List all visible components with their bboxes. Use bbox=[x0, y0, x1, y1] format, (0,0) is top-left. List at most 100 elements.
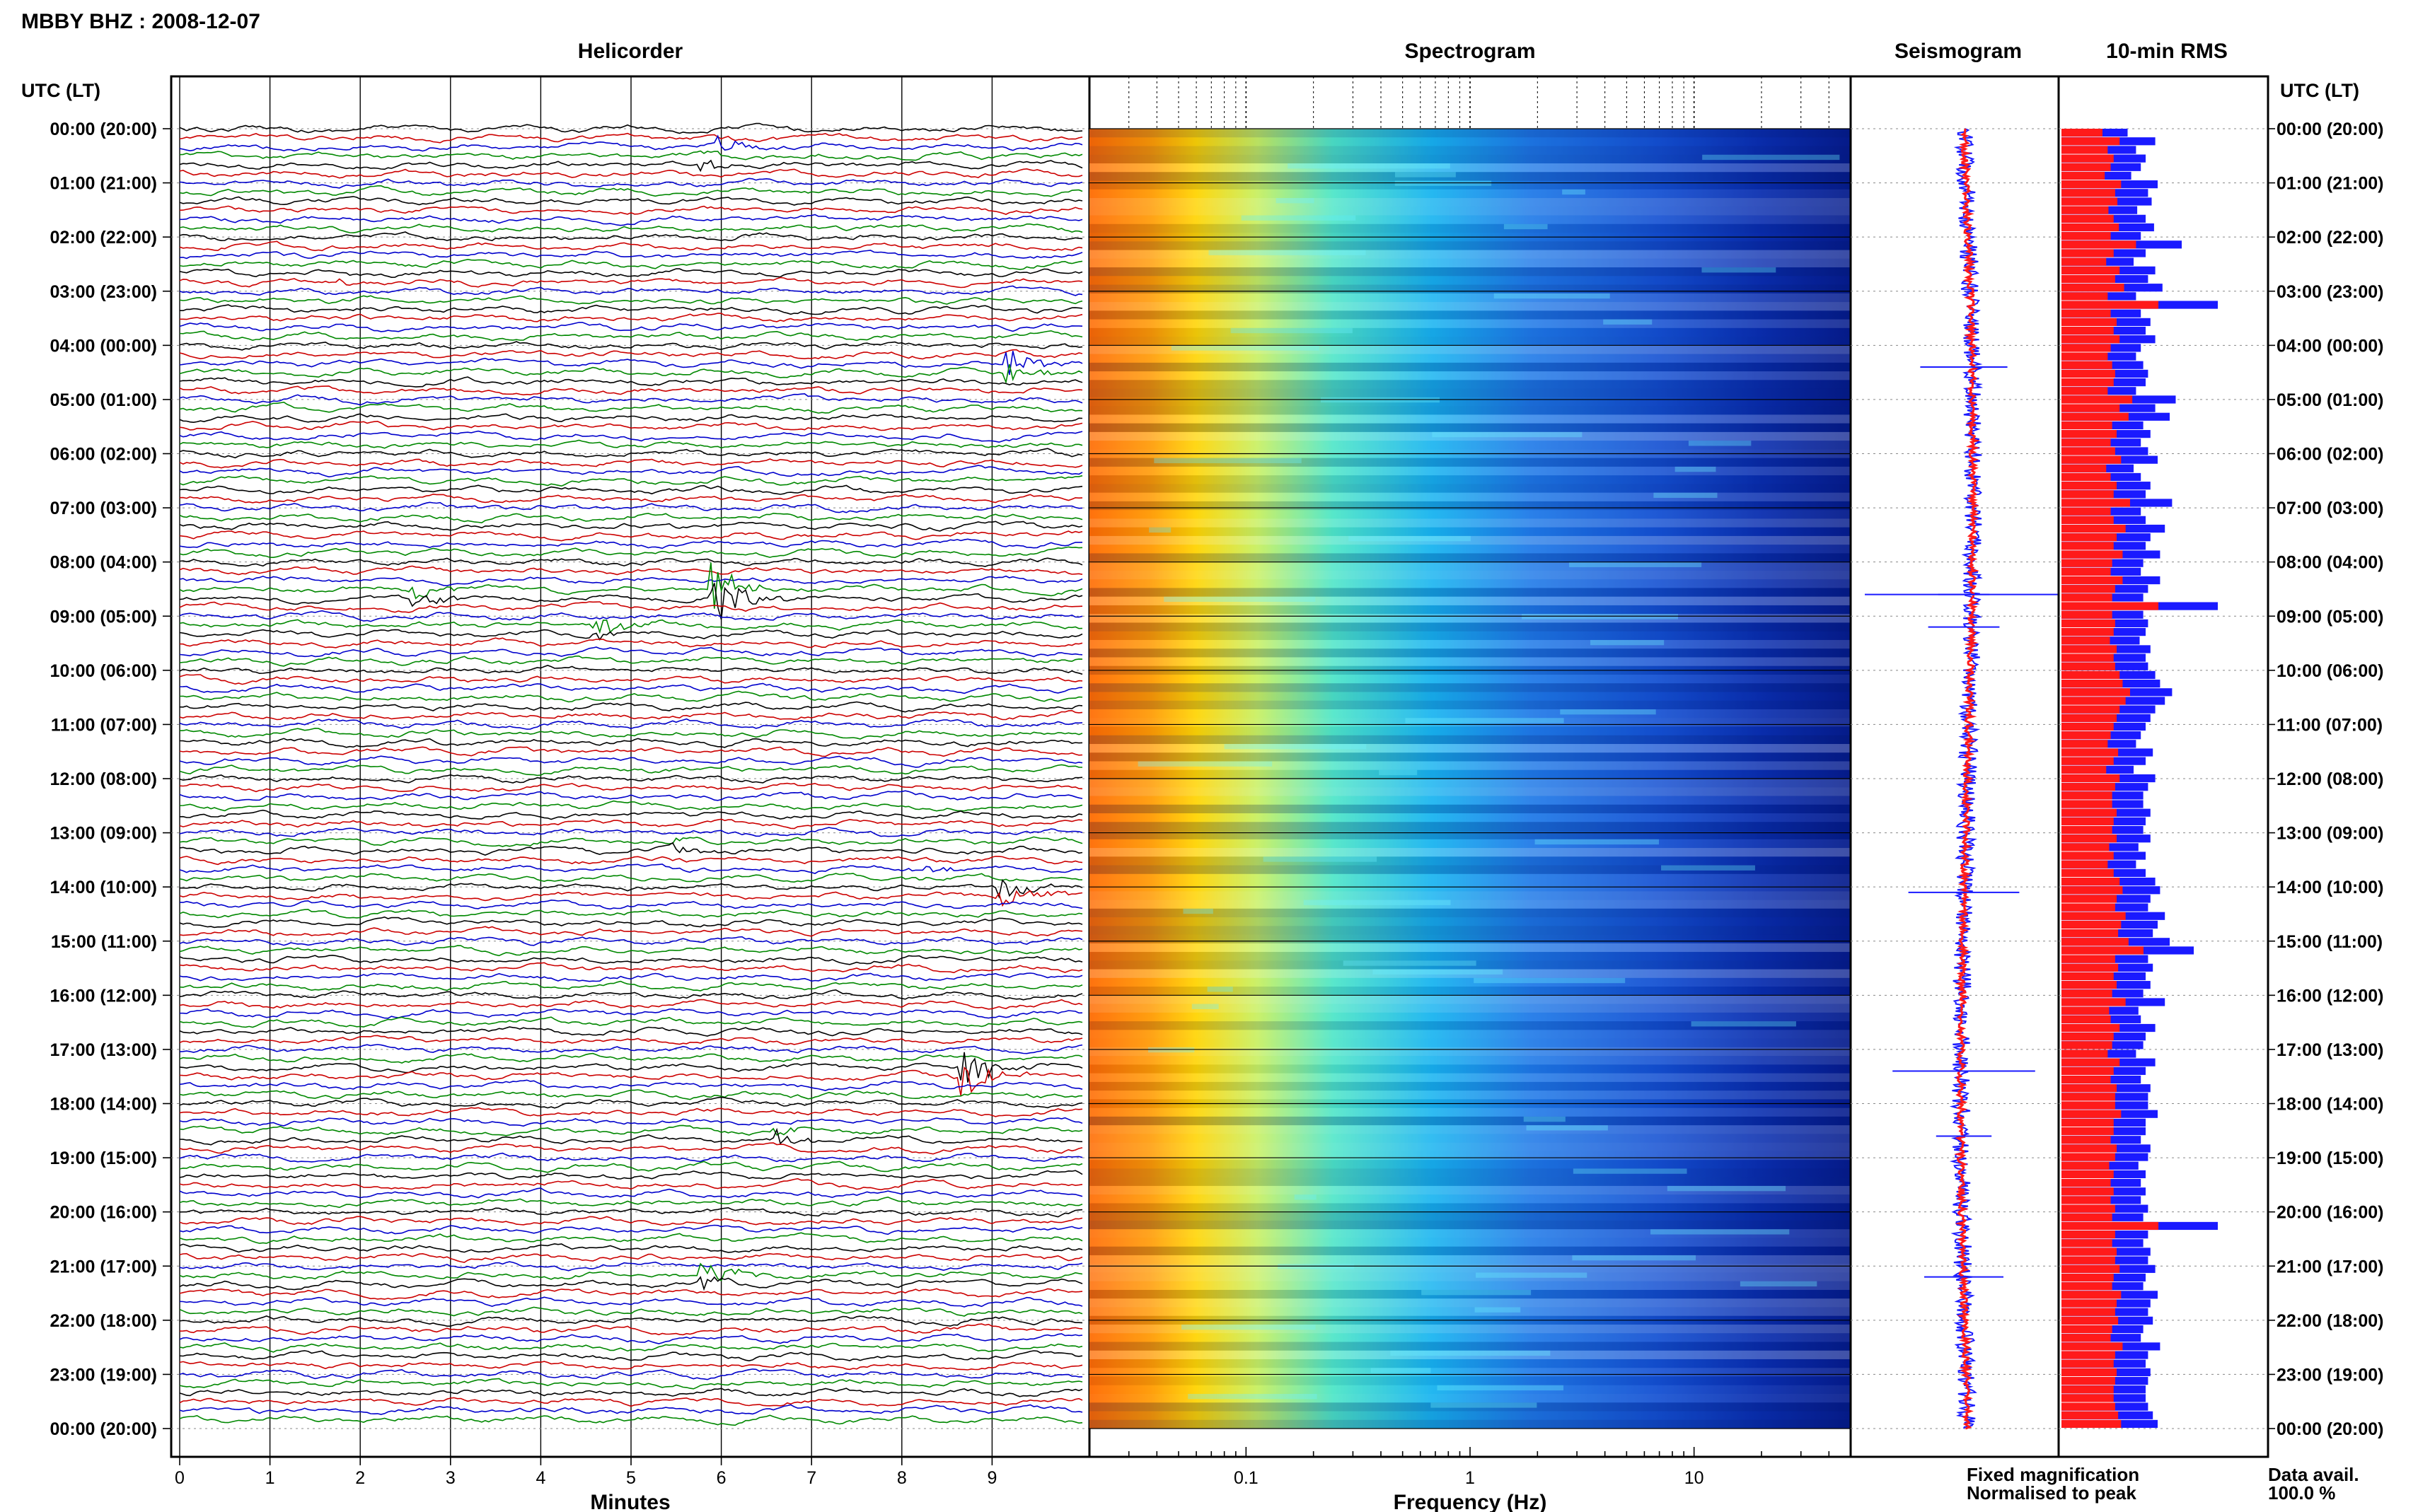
helicorder-trace bbox=[179, 800, 1083, 812]
minutes-tick-label: 1 bbox=[265, 1468, 275, 1488]
spectrogram-row bbox=[1089, 189, 1851, 199]
rms-bar-normalised bbox=[2061, 154, 2114, 163]
spectrogram-row bbox=[1089, 484, 1851, 493]
spectrogram-streak bbox=[1702, 154, 1840, 161]
spectrogram-row bbox=[1089, 1220, 1851, 1230]
helicorder-trace bbox=[179, 738, 1083, 748]
helicorder-trace bbox=[179, 1161, 1083, 1173]
rms-bar-normalised bbox=[2061, 1093, 2115, 1101]
helicorder-trace bbox=[179, 475, 1083, 487]
helicorder-trace bbox=[179, 619, 1083, 634]
time-label-left: 05:00 (01:00) bbox=[50, 390, 157, 410]
spectrogram-row bbox=[1089, 1203, 1851, 1212]
helicorder-trace bbox=[179, 1276, 1083, 1291]
rms-bar-normalised bbox=[2061, 326, 2114, 335]
spectrogram-row bbox=[1089, 1419, 1851, 1429]
rms-bar-normalised bbox=[2061, 636, 2110, 645]
rms-bar-normalised bbox=[2061, 1264, 2120, 1273]
rms-bar-normalised bbox=[2061, 619, 2115, 628]
rms-bar-normalised bbox=[2061, 1325, 2112, 1334]
spectrogram-row bbox=[1089, 873, 1851, 883]
rms-bar-normalised bbox=[2061, 998, 2126, 1006]
spectrogram-row bbox=[1089, 163, 1851, 173]
spectrogram-row bbox=[1089, 1107, 1851, 1117]
helicorder-trace bbox=[179, 330, 1083, 342]
rms-bar-normalised bbox=[2061, 516, 2114, 524]
spectrogram-streak bbox=[1573, 1168, 1687, 1174]
spectrogram-streak bbox=[1674, 466, 1716, 472]
spectrogram-streak bbox=[1230, 327, 1353, 334]
spectrogram-row bbox=[1089, 752, 1851, 762]
helicorder-trace bbox=[179, 727, 1083, 740]
helicorder-trace bbox=[179, 878, 1083, 899]
spectrogram-row bbox=[1089, 657, 1851, 666]
helicorder-trace bbox=[179, 690, 1083, 703]
spectrogram-row bbox=[1089, 423, 1851, 432]
time-labels-left: 00:00 (20:00) 01:00 (21:00) 02:00 (22:00) 0… bbox=[50, 120, 171, 1439]
spectrogram-row bbox=[1089, 726, 1851, 735]
spectrogram-row bbox=[1089, 319, 1851, 328]
rms-bar-normalised bbox=[2061, 791, 2112, 800]
rms-bar-normalised bbox=[2061, 662, 2115, 670]
rms-bar-normalised bbox=[2061, 1419, 2122, 1429]
rms-bar-normalised bbox=[2061, 1204, 2115, 1213]
helicorder-trace bbox=[179, 1187, 1083, 1199]
spectrogram-streak bbox=[1343, 960, 1476, 966]
rms-bar-normalised bbox=[2061, 680, 2123, 688]
rms-bar-normalised bbox=[2061, 688, 2130, 697]
helicorder-trace bbox=[179, 926, 1083, 937]
spectrogram-streak bbox=[1667, 1185, 1786, 1192]
rms-bar-normalised bbox=[2061, 274, 2115, 284]
rms-bar-normalised bbox=[2061, 1161, 2110, 1170]
helicorder-trace bbox=[179, 458, 1083, 469]
rms-bar-normalised bbox=[2061, 129, 2102, 137]
rms-bar-normalised bbox=[2061, 783, 2115, 791]
helicorder-trace bbox=[179, 583, 1083, 620]
helicorder-trace bbox=[179, 1089, 1083, 1100]
rms-bar-normalised bbox=[2061, 1023, 2120, 1033]
spectrogram-row bbox=[1089, 1021, 1851, 1030]
helicorder-trace bbox=[179, 420, 1083, 431]
helicorder-trace bbox=[180, 304, 1083, 315]
helicorder-trace bbox=[179, 1397, 1083, 1407]
time-label-right: 05:00 (01:00) bbox=[2277, 390, 2383, 410]
data-avail-label: Data avail. bbox=[2268, 1464, 2359, 1485]
helicorder-trace bbox=[179, 376, 1083, 388]
helicorder-trace bbox=[179, 962, 1083, 974]
rms-bar-normalised bbox=[2061, 645, 2117, 653]
spectrogram-streak bbox=[1207, 987, 1233, 992]
helicorder-trace bbox=[179, 629, 1083, 641]
time-label-left: 10:00 (06:00) bbox=[50, 661, 157, 681]
spectrogram-row bbox=[1089, 1047, 1851, 1057]
helicorder-trace bbox=[180, 1008, 1083, 1019]
spectrogram-row bbox=[1089, 995, 1851, 1004]
helicorder-trace bbox=[179, 646, 1083, 658]
rms-bar-normalised bbox=[2061, 412, 2129, 421]
helicorder-trace bbox=[179, 134, 1083, 152]
time-label-left: 02:00 (22:00) bbox=[50, 228, 157, 248]
spectrogram-row bbox=[1089, 397, 1851, 407]
rms-bar-normalised bbox=[2061, 378, 2114, 387]
rms-bar-normalised bbox=[2061, 171, 2105, 180]
spectrogram-row bbox=[1089, 1368, 1851, 1377]
helicorder-trace bbox=[179, 1152, 1083, 1163]
rms-bar-normalised bbox=[2061, 1066, 2114, 1075]
helicorder-trace bbox=[179, 214, 1083, 226]
helicorder-trace bbox=[179, 1243, 1083, 1253]
time-label-left: 15:00 (11:00) bbox=[51, 932, 157, 952]
spectrogram-row bbox=[1089, 1012, 1851, 1022]
spectrogram-streak bbox=[1370, 1368, 1431, 1373]
spectrogram-row bbox=[1089, 1091, 1851, 1100]
rms-bar-normalised bbox=[2061, 542, 2114, 550]
rms-bar-normalised bbox=[2061, 1256, 2115, 1264]
rms-bar-normalised bbox=[2061, 1110, 2122, 1118]
helicorder-trace bbox=[179, 565, 1083, 576]
spectrogram-row bbox=[1089, 207, 1851, 216]
helicorder-trace bbox=[179, 899, 1083, 910]
time-label-left: 03:00 (23:00) bbox=[50, 282, 157, 302]
rms-bar-normalised bbox=[2061, 447, 2115, 455]
helicorder-trace bbox=[179, 575, 1083, 587]
helicorder-trace bbox=[179, 1252, 1083, 1263]
helicorder-trace bbox=[179, 909, 1083, 919]
time-label-right: 16:00 (12:00) bbox=[2277, 986, 2383, 1006]
